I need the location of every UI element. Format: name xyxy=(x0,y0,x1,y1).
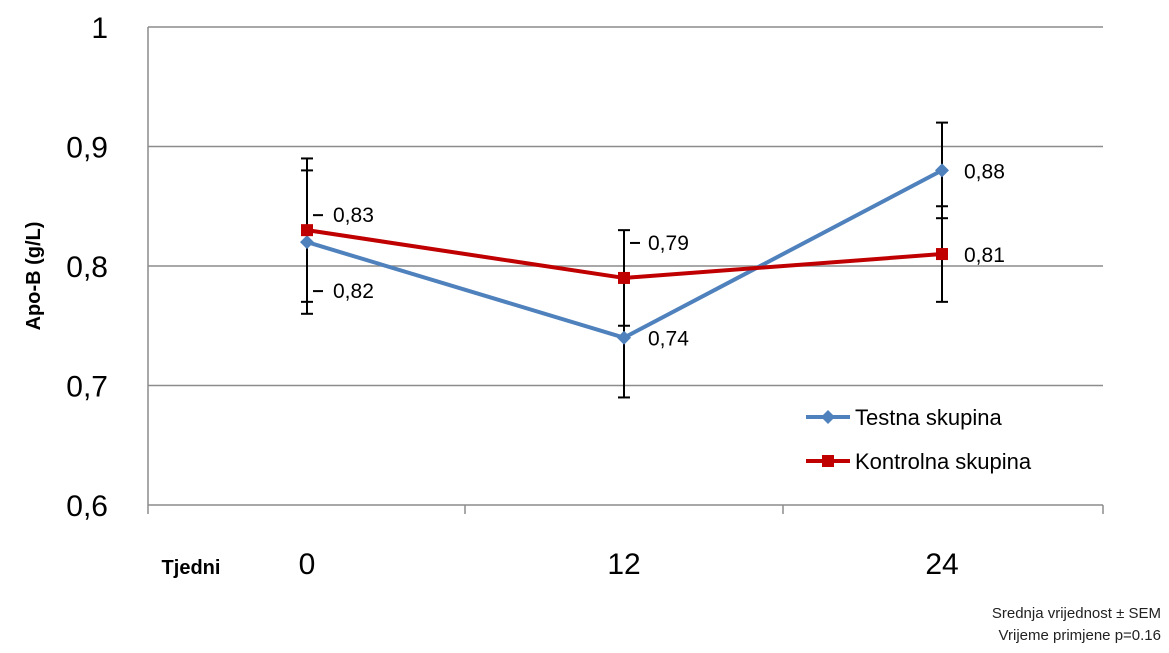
data-label: 0,74 xyxy=(648,328,689,351)
y-axis-title: Apo-B (g/L) xyxy=(23,222,45,331)
legend-swatch-marker xyxy=(822,455,834,467)
x-tick-label: 12 xyxy=(607,548,640,581)
legend-label: Kontrolna skupina xyxy=(855,449,1032,474)
y-tick-label: 1 xyxy=(91,12,108,45)
y-tick-labels: 0,6 0,7 0,8 0,9 1 xyxy=(66,12,108,523)
data-label: 0,82 xyxy=(333,280,374,303)
series-marker xyxy=(618,271,630,284)
y-tick-label: 0,9 xyxy=(66,132,108,165)
legend: Testna skupina Kontrolna skupina xyxy=(806,405,1032,474)
series-markers xyxy=(300,163,949,345)
x-tick-label: 0 xyxy=(299,548,316,581)
data-label: 0,88 xyxy=(964,160,1005,183)
gridlines xyxy=(148,26,1103,387)
data-labels: 0,82 0,74 0,88 0,83 0,79 0,81 xyxy=(313,160,1005,351)
series-marker xyxy=(617,330,631,345)
series-marker xyxy=(935,163,949,178)
x-tick-label: 24 xyxy=(925,548,958,581)
x-tick-labels: 0 12 24 xyxy=(299,548,959,581)
series-marker xyxy=(936,248,948,261)
y-tick-label: 0,7 xyxy=(66,371,108,404)
data-label: 0,81 xyxy=(964,244,1005,267)
series-marker xyxy=(300,235,314,250)
data-label: 0,79 xyxy=(648,232,689,255)
note-p-value: Vrijeme primjene p=0.16 xyxy=(998,627,1161,644)
y-tick-label: 0,8 xyxy=(66,251,108,284)
y-tick-label: 0,6 xyxy=(66,490,108,523)
series-marker xyxy=(301,224,313,237)
note-mean-sem: Srednja vrijednost ± SEM xyxy=(991,605,1161,622)
legend-swatch-marker xyxy=(821,410,835,424)
data-label: 0,83 xyxy=(333,204,374,227)
legend-label: Testna skupina xyxy=(855,405,1003,430)
axes xyxy=(147,27,1104,514)
x-axis-title: Tjedni xyxy=(162,557,221,579)
